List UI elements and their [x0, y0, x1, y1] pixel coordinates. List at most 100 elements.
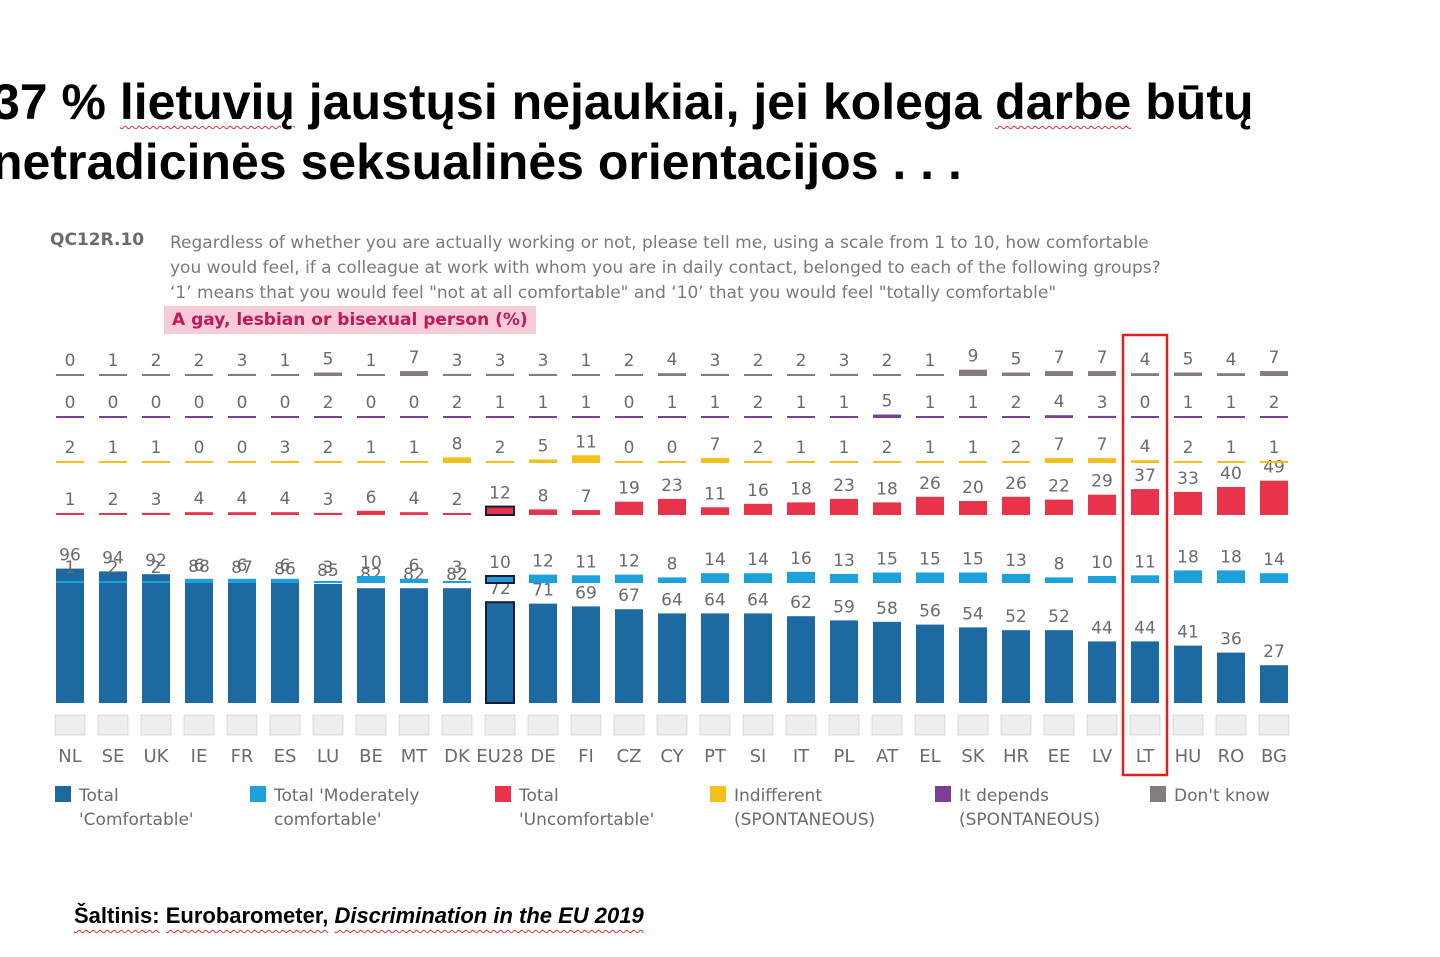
bar-uncomfortable: [959, 501, 987, 515]
bar-moderately: [572, 575, 600, 583]
bar-comfortable: [271, 582, 299, 703]
data-label-dont_know: 1: [366, 351, 377, 371]
category-label: EE: [1048, 746, 1071, 767]
data-label-indifferent: 2: [1183, 438, 1194, 458]
category-label: LU: [317, 746, 339, 767]
bar-indifferent: [615, 461, 643, 463]
data-label-it_depends: 2: [323, 393, 334, 413]
flag-es: [269, 714, 301, 736]
data-label-indifferent: 2: [882, 438, 893, 458]
bar-uncomfortable: [400, 512, 428, 515]
bar-moderately: [485, 575, 515, 584]
bar-indifferent: [99, 461, 127, 463]
category-label: IT: [793, 746, 810, 767]
category-label: CZ: [617, 746, 642, 767]
bar-dont_know: [185, 374, 213, 376]
data-label-it_depends: 1: [925, 393, 936, 413]
data-label-indifferent: 8: [452, 434, 463, 454]
legend-swatch-uncomfortable: [495, 786, 511, 802]
headline-word: lietuvių: [119, 74, 295, 130]
data-label-it_depends: 1: [968, 393, 979, 413]
flag-nl: [54, 714, 86, 736]
bar-dont_know: [314, 372, 342, 376]
bar-moderately: [1260, 573, 1288, 583]
bar-indifferent: [314, 461, 342, 463]
data-label-moderately: 14: [747, 550, 769, 570]
bar-comfortable: [99, 571, 127, 703]
category-label: LV: [1092, 746, 1113, 767]
data-label-comfortable: 56: [919, 602, 941, 622]
data-label-dont_know: 5: [323, 350, 334, 370]
category-label: BE: [359, 746, 383, 767]
bar-indifferent: [873, 461, 901, 463]
source-prefix: Šaltinis:: [74, 903, 160, 928]
bar-indifferent: [1131, 460, 1159, 463]
bar-indifferent: [228, 461, 256, 463]
data-label-moderately: 6: [280, 556, 291, 576]
bar-uncomfortable: [787, 502, 815, 515]
data-label-dont_know: 3: [452, 351, 463, 371]
stacked-bar-chart: 9611200NL9422101SE9223102UK8864002IE8764…: [54, 333, 1290, 830]
bar-comfortable: [615, 609, 643, 703]
legend-swatch-indifferent: [710, 786, 726, 802]
data-label-indifferent: 0: [667, 438, 678, 458]
headline: 37 % lietuvių jaustųsi nejaukiai, jei ko…: [0, 72, 1440, 192]
data-label-indifferent: 0: [624, 438, 635, 458]
bar-dont_know: [99, 374, 127, 376]
data-label-it_depends: 1: [1183, 393, 1194, 413]
bar-uncomfortable: [701, 507, 729, 515]
bar-moderately: [615, 574, 643, 583]
legend-label: Total: [78, 786, 119, 806]
bar-it_depends: [1131, 416, 1159, 418]
bar-it_depends: [1217, 416, 1245, 418]
bar-uncomfortable: [1260, 480, 1288, 515]
data-label-indifferent: 1: [968, 438, 979, 458]
bar-uncomfortable: [443, 513, 471, 515]
bar-dont_know: [873, 374, 901, 376]
data-label-it_depends: 0: [237, 393, 248, 413]
data-label-comfortable: 87: [231, 558, 253, 578]
data-label-dont_know: 4: [1140, 350, 1151, 370]
bar-comfortable: [357, 588, 385, 703]
bar-comfortable: [529, 603, 557, 703]
data-label-dont_know: 5: [1183, 350, 1194, 370]
bar-it_depends: [443, 416, 471, 418]
legend-swatch-moderately: [250, 786, 266, 802]
flag-cy: [656, 714, 688, 736]
highlight-box: [1121, 333, 1169, 777]
bar-dont_know: [56, 374, 84, 376]
flag-ro: [1215, 714, 1247, 736]
bar-it_depends: [572, 416, 600, 418]
data-label-dont_know: 1: [581, 351, 592, 371]
headline-word: darbe: [995, 74, 1132, 130]
data-label-uncomfortable: 1: [65, 490, 76, 510]
bar-dont_know: [701, 373, 729, 376]
category-label: UK: [144, 746, 170, 767]
flag-uk: [140, 714, 172, 736]
data-label-comfortable: 36: [1220, 630, 1242, 650]
bar-it_depends: [658, 416, 686, 418]
data-label-uncomfortable: 22: [1048, 477, 1070, 497]
bar-uncomfortable: [615, 501, 643, 515]
bar-it_depends: [701, 416, 729, 418]
data-label-it_depends: 0: [194, 393, 205, 413]
data-label-indifferent: 7: [1054, 435, 1065, 455]
data-label-it_depends: 5: [882, 392, 893, 412]
bar-it_depends: [400, 416, 428, 418]
legend-label: Indifferent: [734, 786, 822, 806]
category-label: EU28: [476, 746, 523, 767]
data-label-uncomfortable: 23: [833, 476, 855, 496]
bar-indifferent: [1088, 458, 1116, 463]
category-label: EL: [919, 746, 940, 767]
data-label-dont_know: 2: [753, 351, 764, 371]
bar-it_depends: [830, 416, 858, 418]
data-label-dont_know: 2: [151, 351, 162, 371]
data-label-dont_know: 2: [882, 351, 893, 371]
bar-uncomfortable: [873, 502, 901, 515]
bar-moderately: [744, 573, 772, 583]
bar-moderately: [1002, 573, 1030, 583]
bar-it_depends: [959, 416, 987, 418]
bar-dont_know: [1088, 371, 1116, 376]
data-label-it_depends: 0: [1140, 393, 1151, 413]
bar-dont_know: [1260, 371, 1288, 376]
